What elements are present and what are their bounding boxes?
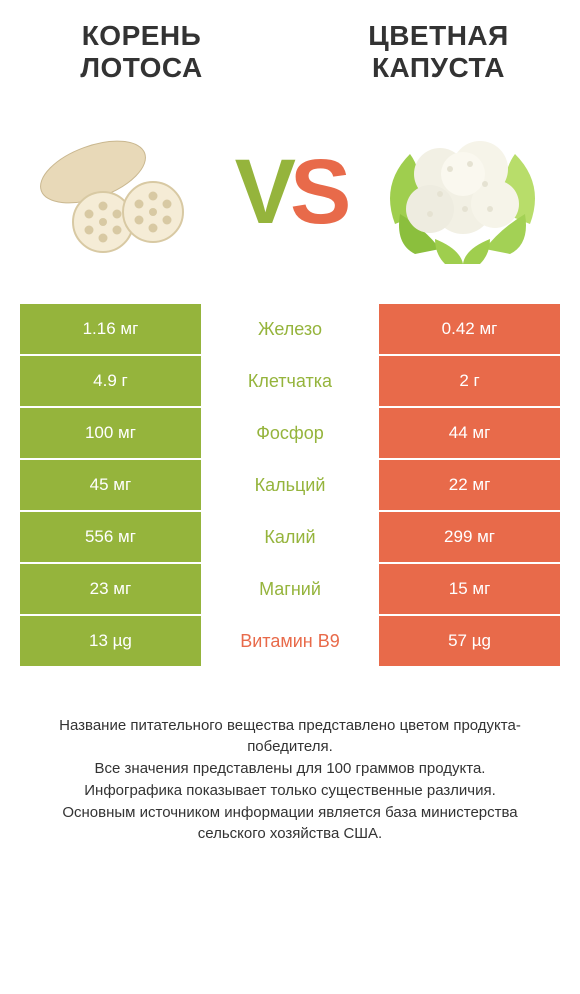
right-value-cell: 299 мг	[379, 512, 560, 562]
nutrient-label-cell: Кальций	[201, 460, 379, 510]
vs-v: V	[235, 141, 290, 243]
cauliflower-icon	[375, 114, 550, 269]
right-value-cell: 44 мг	[379, 408, 560, 458]
table-row: 45 мгКальций22 мг	[20, 460, 560, 510]
nutrient-label-cell: Железо	[201, 304, 379, 354]
comparison-table: 1.16 мгЖелезо0.42 мг4.9 гКлетчатка2 г100…	[20, 304, 560, 666]
nutrient-label-cell: Фосфор	[201, 408, 379, 458]
table-row: 23 мгМагний15 мг	[20, 564, 560, 614]
footnote-text: Основным источником информации является …	[30, 803, 550, 844]
vs-s: S	[290, 141, 345, 243]
left-value-cell: 45 мг	[20, 460, 201, 510]
lotus-root-icon	[33, 122, 203, 262]
infographic-container: Корень лотоса Цветная капуста	[0, 0, 580, 844]
titles-row: Корень лотоса Цветная капуста	[20, 20, 560, 84]
vs-label: VS	[235, 146, 346, 238]
nutrient-label-cell: Клетчатка	[201, 356, 379, 406]
left-product-title: Корень лотоса	[20, 20, 263, 84]
left-value-cell: 1.16 мг	[20, 304, 201, 354]
table-row: 100 мгФосфор44 мг	[20, 408, 560, 458]
title-text: Цветная	[368, 20, 509, 51]
cauliflower-image	[375, 114, 550, 269]
footnote-text: Инфографика показывает только существенн…	[30, 781, 550, 801]
left-value-cell: 13 µg	[20, 616, 201, 666]
right-product-title: Цветная капуста	[317, 20, 560, 84]
images-row: VS	[20, 114, 560, 269]
title-text: лотоса	[80, 52, 202, 83]
title-text: капуста	[372, 52, 505, 83]
table-row: 556 мгКалий299 мг	[20, 512, 560, 562]
left-value-cell: 100 мг	[20, 408, 201, 458]
right-value-cell: 22 мг	[379, 460, 560, 510]
footnotes: Название питательного вещества представл…	[20, 716, 560, 844]
right-value-cell: 15 мг	[379, 564, 560, 614]
right-value-cell: 0.42 мг	[379, 304, 560, 354]
table-row: 4.9 гКлетчатка2 г	[20, 356, 560, 406]
left-value-cell: 23 мг	[20, 564, 201, 614]
nutrient-label-cell: Витамин B9	[201, 616, 379, 666]
right-value-cell: 2 г	[379, 356, 560, 406]
table-row: 13 µgВитамин B957 µg	[20, 616, 560, 666]
left-value-cell: 4.9 г	[20, 356, 201, 406]
footnote-text: Название питательного вещества представл…	[30, 716, 550, 757]
table-row: 1.16 мгЖелезо0.42 мг	[20, 304, 560, 354]
title-text: Корень	[82, 20, 202, 51]
nutrient-label-cell: Калий	[201, 512, 379, 562]
right-value-cell: 57 µg	[379, 616, 560, 666]
footnote-text: Все значения представлены для 100 граммо…	[30, 759, 550, 779]
lotus-root-image	[30, 114, 205, 269]
left-value-cell: 556 мг	[20, 512, 201, 562]
nutrient-label-cell: Магний	[201, 564, 379, 614]
